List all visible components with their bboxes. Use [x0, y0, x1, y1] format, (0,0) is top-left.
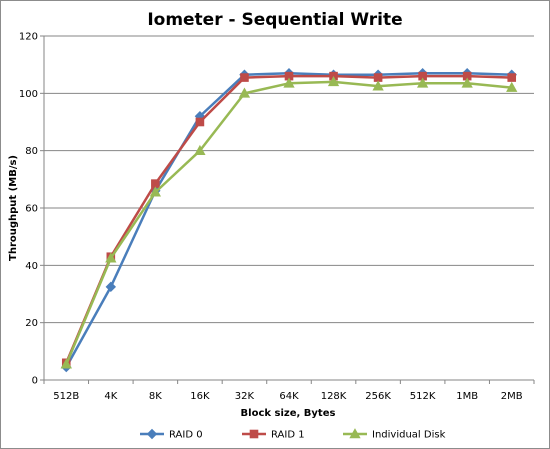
data-point-individual-disk [461, 77, 473, 88]
x-tick-label: 1MB [456, 391, 478, 402]
data-point-raid-1 [373, 73, 383, 82]
grid-layer [44, 35, 534, 324]
legend-label: Individual Disk [372, 430, 446, 441]
y-tick-label: 120 [19, 32, 38, 43]
x-tick-label: 512B [53, 391, 79, 402]
data-point-individual-disk [194, 144, 206, 155]
legend-marker [249, 429, 259, 439]
y-tick-label: 80 [25, 146, 38, 157]
legend-marker [146, 428, 158, 440]
data-point-raid-1 [240, 73, 249, 82]
x-tick-label: 512K [410, 391, 436, 402]
series-line-individual-disk [65, 80, 512, 365]
data-point-raid-1 [151, 179, 160, 188]
series-raid-0 [61, 68, 517, 373]
y-axis-title: Throughput (MB/s) [8, 155, 19, 261]
legend: RAID 0 RAID 1 Individual Disk [140, 428, 446, 441]
data-point-individual-disk [372, 80, 384, 91]
chart-title: Iometer - Sequential Write [147, 10, 402, 30]
y-tick-label: 100 [19, 89, 38, 100]
data-point-individual-disk [238, 87, 251, 98]
axis-layer: 0 20 40 60 80 100 120 512B 4K 8K 16K 32K 64K 128K 256K… [19, 32, 535, 402]
x-tick-label: 8K [149, 391, 162, 402]
data-point-individual-disk [105, 252, 117, 263]
x-tick-label: 32K [235, 391, 255, 402]
legend-item-raid-1: RAID 1 [242, 430, 305, 441]
data-point-individual-disk [506, 81, 518, 92]
x-tick-label: 64K [279, 391, 299, 402]
data-point-individual-disk [416, 77, 429, 88]
series-line-raid-1 [65, 74, 512, 364]
legend-marker [349, 428, 361, 439]
x-axis-title: Block size, Bytes [241, 408, 336, 419]
y-tick-label: 20 [25, 318, 38, 329]
x-tick-label: 16K [190, 391, 210, 402]
y-tick-label: 60 [25, 204, 38, 215]
data-point-raid-0 [105, 281, 117, 293]
x-tick-label: 128K [321, 391, 347, 402]
legend-item-individual-disk: Individual Disk [343, 428, 446, 441]
data-point-raid-1 [195, 117, 205, 127]
data-point-individual-disk [283, 77, 295, 88]
series-layer [60, 68, 518, 373]
data-point-individual-disk [149, 186, 162, 197]
x-tick-label: 256K [365, 391, 391, 402]
legend-item-raid-0: RAID 0 [140, 428, 203, 441]
legend-label: RAID 0 [169, 430, 203, 441]
data-point-individual-disk [60, 358, 72, 369]
legend-label: RAID 1 [271, 430, 305, 441]
x-tick-label: 2MB [501, 391, 523, 402]
data-point-individual-disk [327, 76, 340, 87]
data-point-raid-1 [507, 73, 517, 82]
series-individual-disk [60, 76, 518, 369]
x-tick-label: 4K [104, 391, 117, 402]
y-tick-label: 0 [32, 376, 38, 387]
y-tick-label: 40 [25, 261, 38, 272]
